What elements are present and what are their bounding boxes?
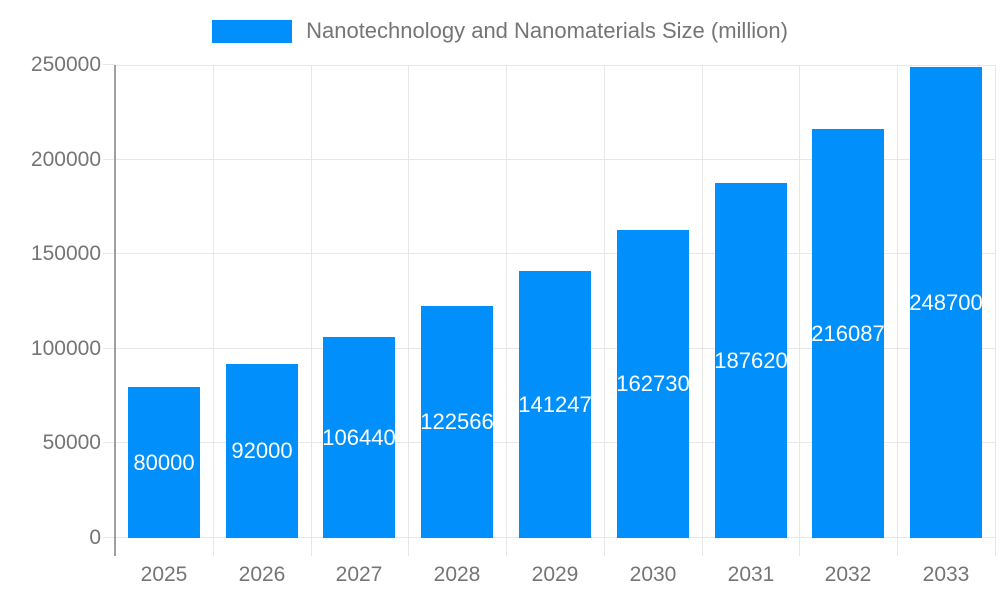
x-tick-label: 2025 [140,563,188,586]
bar[interactable]: 80000 [128,387,200,538]
x-tick-label: 2027 [335,563,383,586]
bar-value-label: 80000 [133,449,195,475]
v-gridline [604,65,605,556]
y-tick-label: 200000 [30,148,101,171]
y-axis-labels: 0 50000 100000 150000 200000 250000 [0,53,115,549]
y-tick-label: 150000 [30,242,101,265]
x-tick-label: 2028 [433,563,481,586]
bar-value-label: 216087 [812,320,884,346]
bar[interactable]: 92000 [226,364,298,538]
y-tick-mark [103,64,115,65]
bar-value-label: 141247 [519,391,591,417]
bar[interactable]: 141247 [519,271,591,538]
v-gridline [506,65,507,556]
plot-area: 80000 92000 106440 122566 141247 162730 187620… [114,65,996,556]
bar-value-label: 92000 [231,438,293,463]
v-gridline [408,65,409,556]
legend[interactable]: Nanotechnology and Nanomaterials Size (m… [0,18,1000,44]
h-gridline [115,159,995,160]
y-tick-mark [103,253,115,254]
v-gridline [897,65,898,556]
x-axis-labels: 2025 2026 2027 2028 2029 2030 2031 2032 2033 [115,560,995,592]
legend-label: Nanotechnology and Nanomaterials Size (m… [306,18,788,43]
bar-value-label: 248700 [910,289,982,315]
bar-value-label: 106440 [323,424,395,450]
x-tick-label: 2026 [238,563,286,586]
bar[interactable]: 248700 [910,67,982,538]
y-tick-label: 250000 [30,53,101,76]
y-tick-mark [103,159,115,160]
y-tick-label: 100000 [30,337,101,360]
y-tick-mark [103,537,115,538]
v-gridline [995,65,996,556]
bar[interactable]: 106440 [323,337,395,538]
v-gridline [702,65,703,556]
y-tick-label: 0 [89,526,101,549]
h-gridline [115,253,995,254]
x-tick-label: 2032 [824,563,872,586]
bar-value-label: 122566 [421,409,493,434]
v-gridline [799,65,800,556]
bar-value-label: 162730 [617,371,689,396]
bar[interactable]: 187620 [715,183,787,538]
legend-swatch-icon [212,19,293,43]
v-gridline [213,65,214,556]
x-tick-label: 2029 [531,563,579,586]
v-gridline [311,65,312,556]
x-tick-label: 2030 [629,563,677,586]
bar[interactable]: 122566 [421,306,493,538]
y-tick-label: 50000 [42,431,101,454]
bar[interactable]: 216087 [812,129,884,538]
y-axis-line [114,65,116,556]
h-gridline [115,65,995,66]
y-tick-mark [103,348,115,349]
x-tick-label: 2031 [727,563,775,586]
x-tick-label: 2033 [922,563,970,586]
bar-value-label: 187620 [715,347,787,373]
y-tick-mark [103,442,115,443]
bar[interactable]: 162730 [617,230,689,538]
